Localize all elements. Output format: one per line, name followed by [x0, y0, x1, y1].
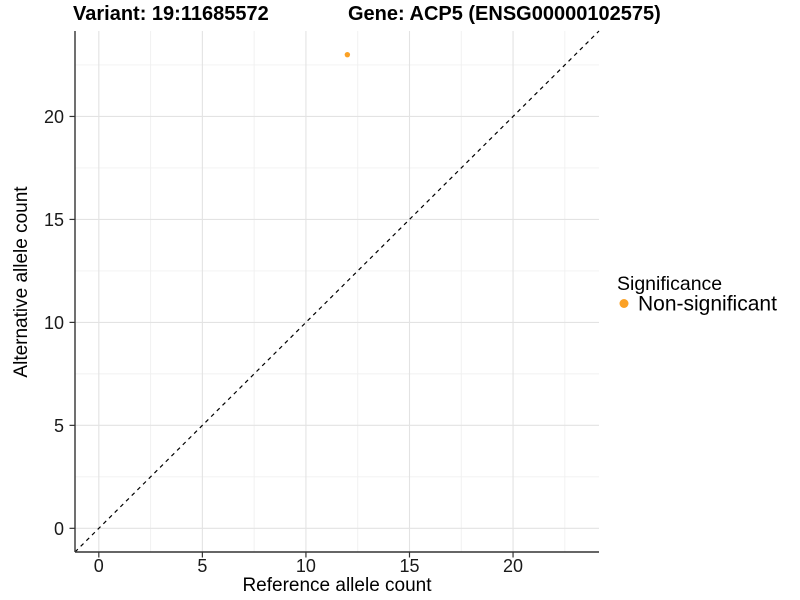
plot-title-variant: Variant: 19:11685572: [73, 3, 269, 25]
x-tick-label: 5: [197, 556, 207, 576]
x-tick-label: 15: [399, 556, 419, 576]
x-tick-label: 10: [296, 556, 316, 576]
y-tick-label: 0: [54, 519, 64, 539]
legend-key-dot-icon: [619, 299, 629, 308]
legend-title: Significance: [617, 273, 722, 295]
legend-item-label: Non-significant: [638, 293, 777, 316]
x-tick-label: 20: [503, 556, 523, 576]
plot-title-gene: Gene: ACP5 (ENSG00000102575): [348, 3, 661, 25]
y-tick-label: 15: [44, 210, 64, 230]
legend: Significance Non-significant: [617, 273, 777, 316]
y-tick-label: 5: [54, 416, 64, 436]
y-axis-title: Alternative allele count: [11, 186, 32, 378]
x-tick-label: 0: [94, 556, 104, 576]
data-point: [344, 51, 351, 58]
y-tick-label: 10: [44, 313, 64, 333]
x-axis-title: Reference allele count: [242, 575, 432, 596]
plot-panel: 0 5 10 15 20 0 5 10 15 20: [44, 30, 600, 576]
identity-reference-line: [74, 30, 600, 553]
y-tick-label: 20: [44, 107, 64, 127]
